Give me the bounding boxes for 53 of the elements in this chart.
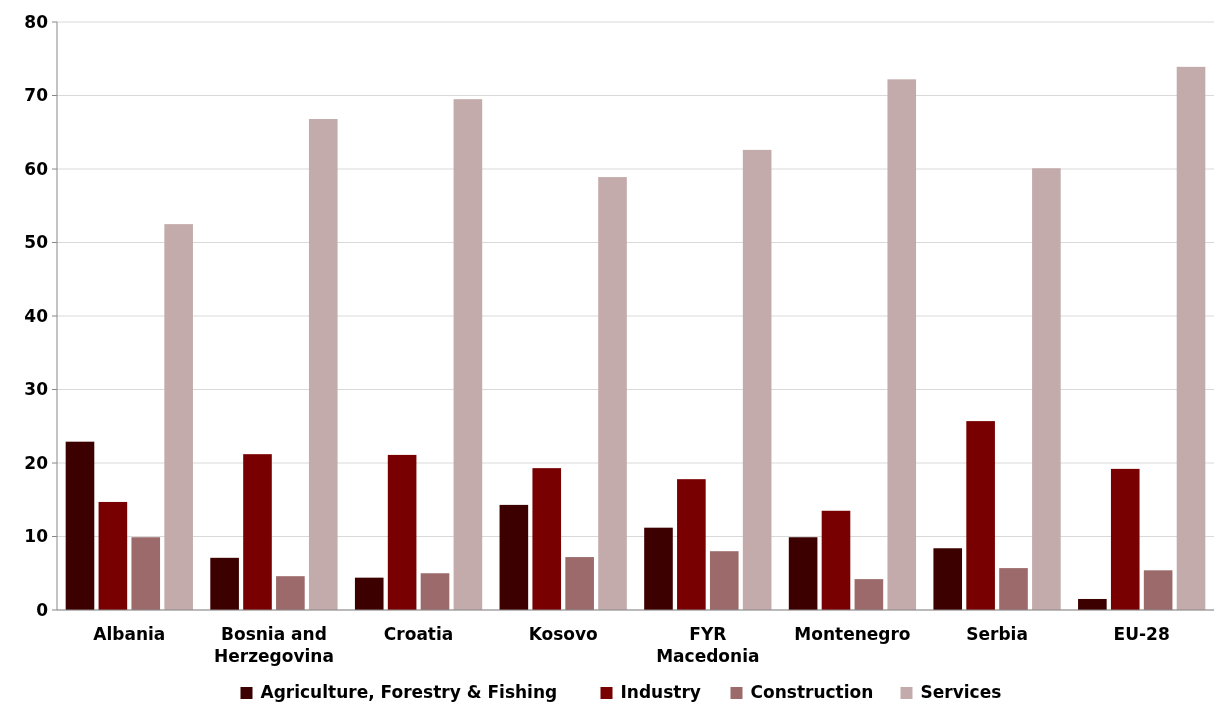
bar — [854, 579, 884, 610]
y-tick-label: 30 — [24, 379, 49, 400]
bar — [387, 454, 417, 610]
bar — [532, 468, 562, 610]
bar — [1143, 570, 1173, 610]
bar — [999, 568, 1028, 610]
bar — [308, 119, 338, 610]
bar — [598, 177, 627, 610]
bar — [164, 224, 193, 610]
legend-label: Agriculture, Forestry & Fishing — [260, 682, 558, 702]
bar — [1078, 598, 1107, 610]
x-tick-label: Albania — [93, 624, 166, 644]
x-tick-label: Montenegro — [794, 624, 911, 644]
legend-label: Services — [920, 682, 1002, 702]
bar — [709, 551, 739, 610]
bar — [1110, 468, 1140, 610]
bar — [420, 573, 450, 610]
bar — [1176, 66, 1206, 610]
bar — [98, 501, 128, 610]
x-tick-label: Serbia — [966, 624, 1028, 644]
bar — [499, 504, 529, 610]
y-tick-label: 40 — [24, 305, 49, 326]
legend-label: Industry — [620, 682, 701, 702]
bar — [1032, 168, 1061, 610]
bar — [887, 79, 917, 610]
bar — [453, 99, 483, 610]
bar — [966, 421, 995, 610]
bar — [677, 479, 706, 610]
bar — [742, 149, 772, 610]
y-tick-label: 70 — [24, 85, 49, 106]
x-tick-label: Bosnia and Herzegovina — [213, 624, 334, 666]
x-tick-label: Croatia — [383, 624, 454, 644]
bar — [565, 557, 594, 610]
bar — [210, 557, 239, 610]
x-tick-label: Kosovo — [528, 624, 598, 644]
bar — [354, 577, 384, 610]
legend-label: Construction — [750, 682, 874, 702]
y-tick-label: 20 — [24, 452, 49, 473]
bar — [243, 454, 272, 610]
bar — [131, 537, 161, 610]
bar — [65, 441, 95, 610]
x-tick-label: FYR Macedonia — [656, 624, 760, 666]
bar — [788, 537, 818, 610]
y-tick-label: 50 — [24, 232, 49, 253]
y-tick-label: 60 — [24, 158, 49, 179]
bar — [821, 510, 851, 610]
y-tick-label: 10 — [24, 526, 49, 547]
bar — [644, 527, 673, 610]
x-tick-label: EU-28 — [1113, 624, 1170, 644]
y-tick-label: 80 — [24, 11, 49, 32]
y-tick-label: 0 — [36, 599, 49, 620]
bar — [276, 576, 305, 610]
bar — [933, 548, 963, 610]
